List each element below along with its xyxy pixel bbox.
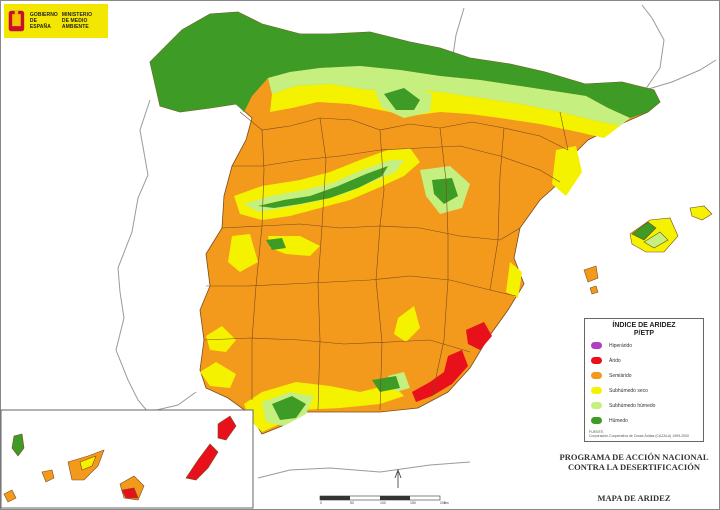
legend-swatch <box>591 357 602 364</box>
logo-text: GOBIERNO DE ESPAÑA <box>30 12 58 30</box>
el-hierro <box>3 489 17 503</box>
source-line: FUENTE: <box>589 430 604 434</box>
logo-text-ministry: MINISTERIO DE MEDIO AMBIENTE <box>62 12 108 30</box>
legend-item: Subhúmedo seco <box>591 383 703 398</box>
legend-item: Semiárido <box>591 368 703 383</box>
humid-south-patches <box>266 238 400 420</box>
legend-subtitle: P/ETP <box>633 330 655 337</box>
legend-item-label: Hiperárido <box>609 342 633 349</box>
legend-swatch <box>591 417 602 424</box>
scale-unit: km <box>444 501 449 505</box>
scale-bar <box>319 495 441 501</box>
canary-islands <box>3 415 237 503</box>
central-system-ranges <box>228 82 470 272</box>
legend-swatch <box>591 387 602 394</box>
legend-swatch <box>591 342 602 349</box>
logo-line: MINISTERIO <box>61 12 93 18</box>
legend-item: Subhúmedo húmedo <box>591 398 703 413</box>
program-title-line1: PROGRAMA DE ACCIÓN NACIONAL <box>559 452 709 462</box>
logo-line: GOBIERNO <box>29 12 58 18</box>
legend-item-label: Subhúmedo húmedo <box>609 402 656 409</box>
source-line: Corporación Cooperativa de Zonas Áridas … <box>589 434 689 438</box>
north-subhumid-humid-fringe <box>268 66 630 126</box>
map-title: MAPA DE ARIDEZ <box>597 493 671 503</box>
legend-item-label: Semiárido <box>609 372 632 379</box>
formentera <box>589 285 599 295</box>
la-gomera <box>41 469 55 483</box>
logo-line: DE ESPAÑA <box>29 18 51 30</box>
scale-tick-label: 200 <box>440 501 446 505</box>
north-humid-belt <box>150 12 660 118</box>
government-logo: GOBIERNO DE ESPAÑA MINISTERIO DE MEDIO A… <box>4 4 108 38</box>
la-palma <box>11 433 25 457</box>
legend-items: Hiperárido Árido Semiárido Subhúmedo seco Su… <box>585 338 703 428</box>
coat-of-arms-icon <box>8 10 25 32</box>
legend-item-label: Árido <box>609 357 621 364</box>
scale-tick-label: 150 <box>410 501 416 505</box>
ibiza <box>583 265 599 283</box>
legend-item-label: Subhúmedo seco <box>609 387 648 394</box>
legend-swatch <box>591 402 602 409</box>
province-borders <box>203 111 569 411</box>
north-subhumid-dry-fringe <box>270 84 620 138</box>
africa-coast <box>257 461 471 479</box>
france-south-coast <box>644 59 717 91</box>
legend-swatch <box>591 372 602 379</box>
legend-source: FUENTE: Corporación Cooperativa de Zonas… <box>589 430 689 438</box>
fuerteventura <box>185 443 219 481</box>
scale-tick-label: 100 <box>380 501 386 505</box>
menorca <box>689 205 713 221</box>
lanzarote <box>217 415 237 441</box>
scale-labels: 0 50 100 150 200 km <box>316 501 449 509</box>
program-title-line2: CONTRA LA DESERTIFICACIÓN <box>568 462 700 472</box>
logo-line: DE MEDIO AMBIENTE <box>61 18 89 30</box>
map-legend: ÍNDICE DE ARIDEZ P/ETP Hiperárido Árido Se… <box>584 318 704 442</box>
legend-item: Húmedo <box>591 413 703 428</box>
legend-item: Árido <box>591 353 703 368</box>
portugal-coast <box>115 99 197 413</box>
balearic-islands <box>583 205 713 295</box>
scale-tick-label: 0 <box>320 501 322 505</box>
legend-item: Hiperárido <box>591 338 703 353</box>
scale-tick-label: 50 <box>350 501 354 505</box>
legend-item-label: Húmedo <box>609 417 628 424</box>
north-arrow <box>394 468 402 488</box>
arid-zones <box>412 322 492 402</box>
legend-title: ÍNDICE DE ARIDEZ <box>612 322 676 329</box>
map-titles: PROGRAMA DE ACCIÓN NACIONAL CONTRA LA DE… <box>548 452 720 503</box>
